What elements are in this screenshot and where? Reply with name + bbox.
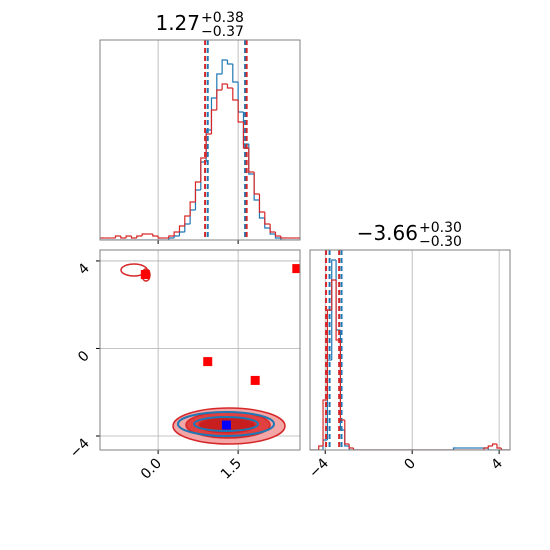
histogram-step [280,238,287,240]
marker [140,270,150,280]
histogram-step [269,228,276,235]
histogram-step [237,100,244,123]
histogram-step [157,236,164,239]
histogram-step [125,235,132,238]
panel [99,39,301,244]
x-tick-label: −4 [306,455,332,481]
histogram-step [184,223,191,232]
histogram-step [348,444,354,449]
histogram-step [258,194,265,213]
histogram-step [326,309,332,400]
histogram-step [269,224,276,233]
x-tick-label: 1.5 [218,456,245,483]
panel: 0.0 1.5 4 0 −4 [67,249,301,483]
histogram-step [189,209,196,224]
y-tick-label: 4 [75,260,93,278]
contour [193,416,259,432]
title-sup: +0.30 [419,220,462,236]
histogram-step [253,174,260,201]
x-tick-label: 0.0 [138,456,165,483]
density-contours [120,263,286,445]
panel-frame [99,249,301,451]
histogram-step [216,89,223,110]
histogram-step [318,445,324,450]
histogram-step [114,235,121,238]
histogram-step [232,64,239,83]
x-tick-label: 0 [401,456,419,474]
histogram-step [200,157,207,182]
histogram-step [226,84,233,89]
histogram-step [173,235,180,238]
histogram-step [226,60,233,65]
histogram-step [210,97,217,130]
marker [221,420,231,430]
histogram-step [136,235,143,238]
marker [203,357,213,367]
histogram-step [194,181,201,202]
histogram-step [496,444,502,449]
panel-frame [309,249,511,451]
histogram-step [248,144,255,175]
histogram-step [210,109,217,134]
histogram-step [274,232,281,237]
histogram-step [253,172,260,195]
marker [250,375,260,385]
histogram-step [184,215,191,226]
histogram-step [178,231,185,236]
histogram-step [258,200,265,219]
histogram-step [483,447,489,450]
histogram-step [344,420,350,445]
title-sub: −0.30 [419,234,462,250]
y-tick-label: −4 [67,435,93,461]
title-sup: +0.38 [201,10,244,26]
histogram-step [487,448,493,450]
x-tick-label: 4 [488,455,506,473]
title: 1.27 [155,11,200,35]
histogram-step [352,448,358,450]
plot-area [310,250,510,450]
histogram-step [205,133,212,158]
y-tick-label: 0 [75,348,93,366]
histogram-step [452,447,458,450]
plot-area [100,250,300,450]
panel-frame [99,39,301,241]
histogram-step [339,340,345,421]
marker [292,264,300,274]
title: −3.66 [357,221,418,245]
histogram-step [500,448,506,450]
plot-area [100,40,300,240]
histogram-step [487,445,493,448]
contour [177,411,275,437]
histogram-step [168,235,175,238]
histogram-step [173,231,180,236]
histogram-step [189,201,196,216]
histogram-step [216,73,223,98]
histogram-step [120,236,127,239]
histogram-step [237,82,244,113]
histogram-step [194,189,201,210]
histogram-step [152,234,159,237]
histogram-step [331,259,337,360]
histogram-step [280,236,287,239]
histogram-step [322,399,328,446]
histogram-step [492,443,497,446]
histogram-step [248,148,255,173]
histogram-step [264,212,271,225]
histogram-step [130,236,137,239]
histogram-step [232,88,239,101]
histogram-step [264,218,271,229]
histogram-step [331,279,337,310]
histogram-step [296,237,300,239]
panel: −4 0 4 [306,249,511,481]
histogram-step [221,83,228,90]
histogram-step [141,233,148,236]
histogram-step [178,225,185,232]
title-sub: −0.37 [201,24,244,40]
histogram-step [100,237,105,240]
histogram-step [221,59,228,74]
